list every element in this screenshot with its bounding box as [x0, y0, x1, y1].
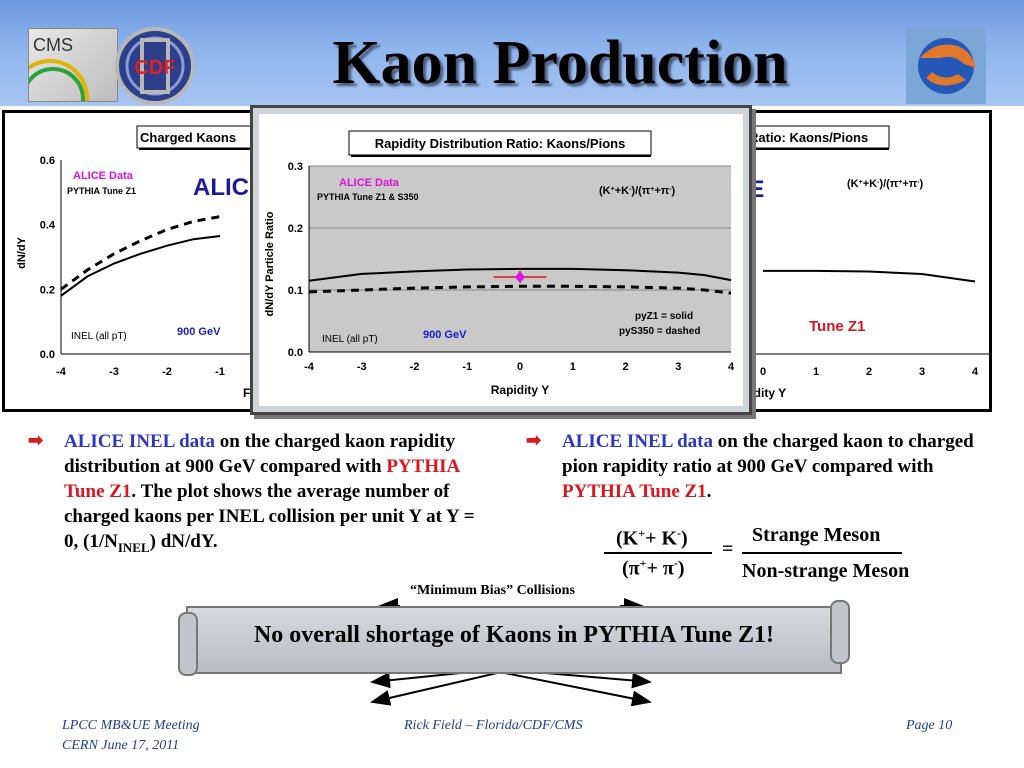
left-y-tick: 0.0	[40, 349, 55, 361]
inset-x-tick: -3	[357, 361, 367, 373]
left-alice-label: ALICE Data	[73, 170, 134, 182]
left-alice-heading: ALIC	[193, 174, 249, 201]
scroll-left-curl	[178, 612, 198, 676]
left-chart-xlabel: F	[243, 386, 250, 400]
right-x-tick: 0	[760, 366, 766, 378]
right-chart: Ratio: Kaons/Pions 0 1 2 3 4 pidity Y (K++K-…	[731, 125, 989, 400]
formula-nonstrange: Non-strange Meson	[742, 560, 910, 582]
formula-equals: =	[722, 538, 734, 560]
footer-meeting: LPCC MB&UE Meeting	[62, 718, 200, 733]
inset-energy-label: 900 GeV	[423, 329, 467, 341]
right-chart-xlabel: pidity Y	[743, 386, 786, 400]
right-x-tick: 1	[813, 366, 819, 378]
inset-chart-xlabel: Rapidity Y	[491, 383, 549, 397]
left-x-tick: -1	[215, 366, 225, 378]
inset-y-tick: 0.1	[288, 285, 303, 297]
right-bullet-arrow-icon: ➡	[526, 430, 542, 450]
inset-y-tick: 0.3	[288, 161, 303, 173]
left-bullet-text3: ) dN/dY.	[149, 531, 218, 552]
inset-x-tick: -4	[304, 361, 315, 373]
min-bias-label: “Minimum Bias” Collisions	[410, 583, 575, 598]
left-chart: Charged Kaons 0.0 0.2 0.4 0.6 -4 -3 -2 -1 dN/d…	[16, 125, 261, 400]
uf-logo	[906, 28, 986, 104]
inset-x-tick: -1	[462, 361, 472, 373]
left-x-tick: -2	[162, 366, 172, 378]
footer-date: CERN June 17, 2011	[62, 738, 180, 753]
left-bullet-arrow-icon: ➡	[28, 430, 44, 450]
footer-page: Page 10	[906, 718, 953, 733]
ratio-formula: (K++ K-) (π++ π-) = Strange Meson Non-st…	[600, 522, 920, 586]
inset-chart-panel: Rapidity Distribution Ratio: Kaons/Pions…	[259, 114, 743, 406]
inset-legend-dashed: pyS350 = dashed	[619, 326, 700, 337]
inset-tune-label: PYTHIA Tune Z1 & S350	[317, 192, 419, 202]
inset-chart-ylabel: dN/dY Particle Ratio	[264, 211, 276, 316]
inset-x-tick: 4	[728, 361, 735, 373]
left-bullet-pythia: PYTHIA Tune Z1	[64, 456, 460, 502]
scroll-right-curl	[830, 600, 850, 664]
right-ratio-label: (K++K-)/(π++π-)	[847, 178, 924, 190]
inset-inel-label: INEL (all pT)	[322, 334, 378, 345]
left-chart-frame: Charged Kaons 0.0 0.2 0.4 0.6 -4 -3 -2 -1 dN/d…	[2, 110, 264, 412]
cdf-logo: CDF	[115, 27, 195, 105]
inset-x-tick: 2	[622, 361, 628, 373]
cms-logo-text: CMS	[33, 35, 73, 55]
left-y-tick: 0.2	[40, 284, 55, 296]
inset-plot-area	[309, 166, 731, 352]
left-y-tick: 0.4	[40, 220, 56, 232]
cms-logo: CMS	[28, 28, 118, 102]
formula-denominator: (π++ π-)	[622, 556, 685, 580]
left-inel-label: INEL (all pT)	[71, 331, 127, 342]
right-bullet-text2: .	[706, 481, 712, 502]
left-chart-title: Charged Kaons	[140, 130, 236, 145]
conclusion-banner: No overall shortage of Kaons in PYTHIA T…	[178, 600, 850, 676]
right-series-solid	[763, 269, 976, 283]
right-bullet-text1: on the charged kaon to charged pion rapi…	[562, 431, 974, 477]
right-x-tick: 4	[972, 366, 979, 378]
right-chart-frame: Ratio: Kaons/Pions 0 1 2 3 4 pidity Y (K++K-…	[731, 110, 992, 412]
inset-alice-label: ALICE Data	[339, 177, 400, 189]
inset-x-tick: 0	[517, 361, 523, 373]
inset-y-tick: 0.2	[288, 223, 303, 235]
inset-series-pyZ1	[308, 267, 732, 282]
inset-chart-frame: Rapidity Distribution Ratio: Kaons/Pions…	[250, 105, 752, 415]
inset-chart-title: Rapidity Distribution Ratio: Kaons/Pions	[375, 136, 626, 151]
left-bullet-text2: . The plot shows the average number of c…	[64, 481, 475, 552]
right-bullet: ALICE INEL data on the charged kaon to c…	[562, 429, 982, 504]
inset-y-tick: 0.0	[288, 347, 303, 359]
inset-legend-solid: pyZ1 = solid	[635, 311, 693, 322]
left-bullet: ALICE INEL data on the charged kaon rapi…	[64, 429, 484, 560]
left-energy-label: 900 GeV	[177, 326, 221, 338]
left-bullet-sub: INEL	[117, 539, 150, 555]
page-title: Kaon Production	[332, 29, 788, 97]
inset-x-tick: 1	[570, 361, 576, 373]
left-chart-ylabel: dN/dY	[16, 236, 28, 268]
inset-data-point	[515, 270, 525, 283]
left-x-tick: -4	[56, 366, 67, 378]
right-x-tick: 3	[919, 366, 925, 378]
right-bullet-alice: ALICE INEL data	[562, 431, 713, 452]
right-chart-title: Ratio: Kaons/Pions	[749, 130, 868, 145]
left-x-tick: -3	[109, 366, 119, 378]
left-series-dashed	[60, 215, 221, 291]
left-tune-label: PYTHIA Tune Z1	[67, 186, 136, 196]
inset-series-pyS350	[308, 284, 732, 295]
right-bullet-pythia: PYTHIA Tune Z1	[562, 481, 707, 502]
left-bullet-alice: ALICE INEL data	[64, 431, 215, 452]
left-bullet-text1: on the charged kaon rapidity distributio…	[64, 431, 456, 477]
right-x-tick: 2	[866, 366, 872, 378]
right-tune-label: Tune Z1	[809, 318, 865, 335]
formula-numerator: (K++ K-)	[616, 526, 688, 550]
inset-chart: Rapidity Distribution Ratio: Kaons/Pions…	[264, 130, 735, 397]
formula-strange: Strange Meson	[752, 524, 881, 546]
inset-x-tick: -2	[410, 361, 420, 373]
footer-author: Rick Field – Florida/CDF/CMS	[404, 718, 583, 733]
conclusion-text: No overall shortage of Kaons in PYTHIA T…	[253, 622, 775, 648]
formula-left-bar	[604, 552, 712, 554]
inset-x-tick: 3	[675, 361, 681, 373]
left-y-tick: 0.6	[40, 155, 55, 167]
inset-ratio-label: (K++K-)/(π++π-)	[599, 185, 676, 197]
left-series-solid	[60, 235, 221, 297]
cdf-logo-text: CDF	[134, 57, 175, 79]
formula-right-bar	[742, 552, 902, 554]
